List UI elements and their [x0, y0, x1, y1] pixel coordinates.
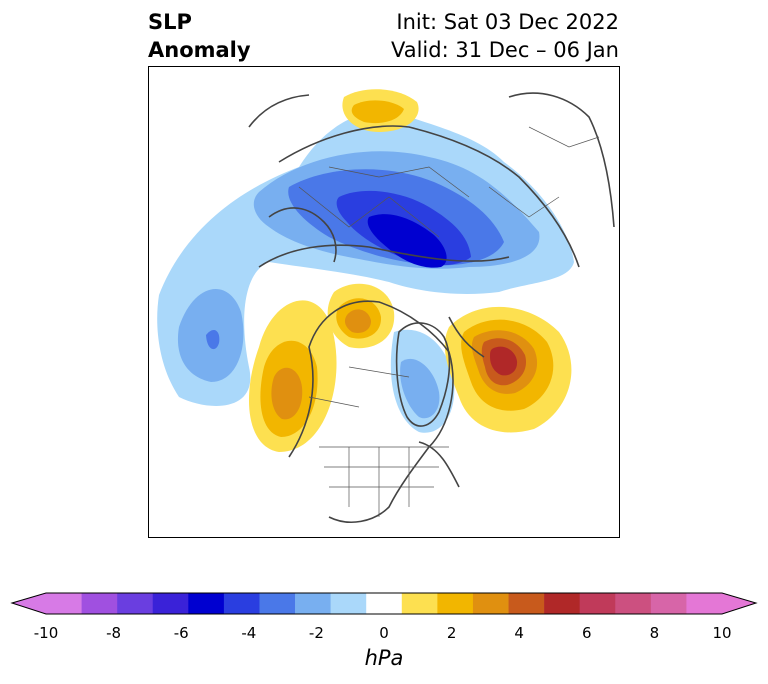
colorbar-tick-label: 8: [649, 624, 660, 642]
colorbar-tick-label: -6: [173, 624, 189, 642]
init-date: Init: Sat 03 Dec 2022: [396, 10, 619, 34]
units-label: hPa: [364, 646, 404, 670]
aleutian-low-core: [206, 329, 220, 350]
colorbar-cell: [579, 593, 616, 614]
colorbar-cell: [650, 593, 687, 614]
colorbar-cell: [366, 593, 403, 614]
west-coast-high-3: [271, 367, 303, 420]
colorbar-cell: [686, 593, 723, 614]
colorbar-tick-label: -4: [241, 624, 257, 642]
colorbar-under-arrow: [12, 593, 46, 614]
colorbar-cell: [295, 593, 331, 614]
colorbar-cell: [508, 593, 545, 614]
greenland-low-mid: [400, 358, 440, 419]
colorbar-cell: [615, 593, 652, 614]
colorbar-over-arrow: [722, 593, 756, 614]
colorbar-cells: [46, 593, 723, 614]
title-anomaly: Anomaly: [148, 38, 251, 62]
colorbar: [10, 592, 758, 615]
map-panel: [148, 66, 620, 538]
colorbar-cell: [259, 593, 296, 614]
coastlines: [248, 92, 615, 523]
political-borders: [298, 126, 600, 517]
colorbar-tick-label: 10: [712, 624, 732, 642]
colorbar-tick-label: -2: [308, 624, 324, 642]
colorbar-cell: [544, 593, 580, 614]
colorbar-cell: [330, 593, 367, 614]
colorbar-tick-label: 0: [379, 624, 389, 642]
colorbar-cell: [223, 593, 260, 614]
colorbar-tick-label: 6: [582, 624, 592, 642]
colorbar-cell: [46, 593, 82, 614]
colorbar-cell: [437, 593, 474, 614]
title-slp: SLP: [148, 10, 192, 34]
colorbar-cell: [81, 593, 118, 614]
scandinavia-high-core: [351, 100, 404, 124]
colorbar-cell: [401, 593, 438, 614]
anomaly-map: [157, 89, 615, 523]
title-block: SLP Anomaly: [148, 8, 251, 64]
alaska-high-3: [344, 309, 371, 333]
colorbar-cell: [152, 593, 189, 614]
arctic-low-5: [367, 214, 447, 268]
colorbar-cell: [472, 593, 509, 614]
colorbar-cell: [188, 593, 225, 614]
colorbar-tick-label: 2: [446, 624, 457, 642]
valid-date: Valid: 31 Dec – 06 Jan: [390, 38, 619, 62]
colorbar-cell: [117, 593, 154, 614]
colorbar-tick-label: 4: [514, 624, 524, 642]
colorbar-tick-label: -8: [106, 624, 122, 642]
atlantic-high-core: [490, 346, 518, 376]
colorbar-outline: [10, 592, 758, 615]
colorbar-tick-label: -10: [33, 624, 59, 642]
date-block: Init: Sat 03 Dec 2022 Valid: 31 Dec – 06…: [391, 8, 619, 64]
